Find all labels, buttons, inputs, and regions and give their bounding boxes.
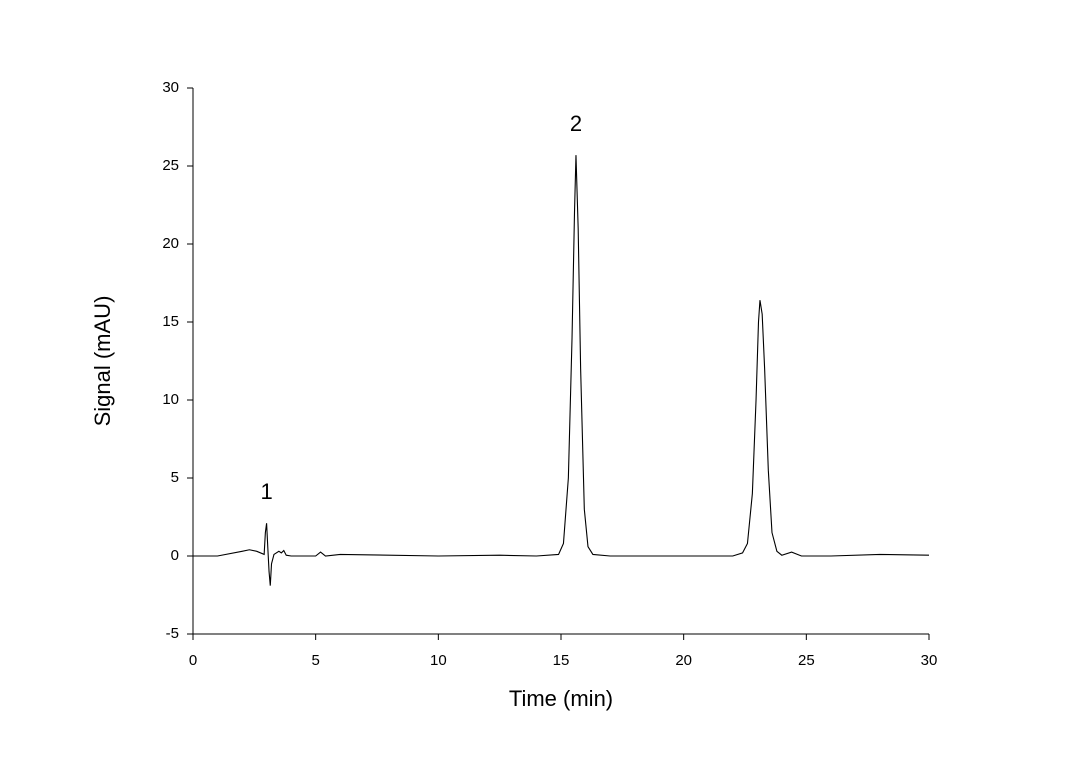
x-tick-label: 15 [553, 652, 570, 669]
signal-line [193, 155, 930, 586]
y-axis-label: Signal (mAU) [90, 296, 115, 427]
x-tick-label: 0 [189, 652, 197, 669]
x-tick-label: 5 [311, 652, 319, 669]
x-tick-label: 30 [921, 652, 938, 669]
peak-annotation: 2 [570, 111, 582, 136]
x-axis-label: Time (min) [509, 686, 613, 711]
peak-annotation: 1 [260, 479, 272, 504]
y-tick-label: -5 [166, 625, 179, 642]
y-tick-label: 0 [171, 547, 179, 564]
x-tick-label: 25 [798, 652, 815, 669]
x-tick-label: 10 [430, 652, 447, 669]
y-tick-label: 15 [162, 313, 179, 330]
y-tick-label: 25 [162, 157, 179, 174]
y-tick-label: 10 [162, 391, 179, 408]
y-tick-label: 5 [171, 469, 179, 486]
y-tick-label: 20 [162, 235, 179, 252]
x-tick-label: 20 [675, 652, 692, 669]
y-tick-label: 30 [162, 79, 179, 96]
